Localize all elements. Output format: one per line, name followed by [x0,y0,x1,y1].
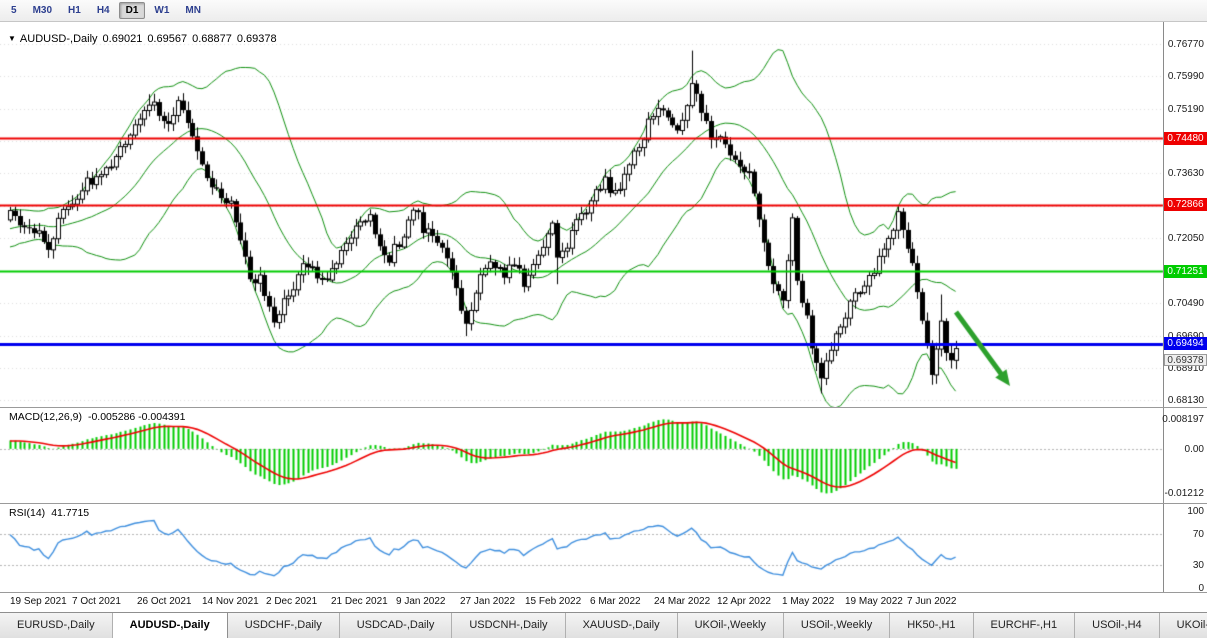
rsi-tick-label: 30 [1192,559,1204,571]
symbol-tab[interactable]: AUDUSD-,Daily [112,613,228,638]
ohlc-low: 0.68877 [192,33,232,45]
date-label: 2 Dec 2021 [266,596,318,607]
current-price-label: 0.69378 [1164,353,1207,366]
timeframe-button-M30[interactable]: M30 [32,5,53,16]
rsi-value: 41.7715 [51,507,90,519]
timeframe-button-MN[interactable]: MN [185,5,201,16]
price-tick-label: 0.70490 [1167,297,1204,309]
macd-indicator-label: MACD(12,26,9) -0.005286 -0.004391 [9,411,185,423]
ohlc-high: 0.69567 [147,33,188,45]
symbol-tab[interactable]: USOil-,H4 [1075,613,1160,638]
trend-arrow-object[interactable] [950,306,1016,392]
symbol-tab[interactable]: UKOil-,Weekly [677,613,784,638]
date-label: 7 Oct 2021 [72,596,121,607]
date-label: 7 Jun 2022 [907,596,957,607]
price-tick-label: 0.76770 [1167,39,1204,50]
date-label: 19 May 2022 [845,596,903,607]
panel-divider[interactable] [0,407,1207,408]
symbol-tab[interactable]: USOil-,Weekly [783,613,891,638]
macd-tick-label: 0.00 [1184,443,1204,455]
date-label: 15 Feb 2022 [525,596,582,607]
timeframe-buttons: 5 M30 H1 H4 D1 W1 MN [3,2,209,19]
price-tick-label: 0.68910 [1167,362,1204,374]
chart-title: ▼ AUDUSD-,Daily 0.69021 0.69567 0.68877 0.693… [8,33,277,45]
price-tick-label: 0.68130 [1167,395,1204,406]
resistance-price-badge: 0.74480 [1164,131,1207,145]
rsi-tick-label: 70 [1192,529,1204,541]
symbol-tab[interactable]: EURUSD-,Daily [0,613,113,638]
support-price-badge: 0.71251 [1164,264,1207,278]
ohlc-open: 0.69021 [102,33,143,45]
date-label: 12 Apr 2022 [717,596,771,607]
chart-symbol-period: AUDUSD-,Daily [19,33,98,45]
price-tick-label: 0.72050 [1167,233,1204,245]
symbol-tab[interactable]: USDCAD-,Daily [339,613,453,638]
panel-divider[interactable] [0,503,1207,504]
timeframe-button-H4[interactable]: H4 [96,5,110,16]
symbol-tab[interactable]: USDCNH-,Daily [452,613,566,638]
timeframe-toolbar: 5 M30 H1 H4 D1 W1 MN [0,0,1207,22]
price-tick-label: 0.75190 [1167,104,1204,116]
time-axis[interactable]: 19 Sep 2021 7 Oct 2021 26 Oct 2021 14 Nov 2… [0,593,1163,612]
rsi-name: RSI(14) [9,507,46,519]
date-label: 21 Dec 2021 [331,596,388,607]
date-label: 14 Nov 2021 [202,596,259,607]
price-tick-label: 0.69690 [1167,330,1204,342]
rsi-tick-label: 100 [1187,506,1204,517]
date-label: 1 May 2022 [782,596,835,607]
timeframe-button-W1[interactable]: W1 [154,5,170,16]
date-label: 6 Mar 2022 [590,596,641,607]
chart-dropdown-icon: ▼ [8,34,16,43]
price-tick-label: 0.75990 [1167,71,1204,83]
symbol-tab[interactable]: XAUUSD-,Daily [565,613,678,638]
macd-name: MACD(12,26,9) [9,411,82,423]
price-axis[interactable]: 0.74480 0.72866 0.71251 0.69494 0.69378 … [1162,22,1207,594]
hline-price-badge: 0.69494 [1164,337,1207,351]
price-tick-label: 0.73630 [1167,168,1204,180]
date-label: 26 Oct 2021 [137,596,192,607]
date-label: 24 Mar 2022 [654,596,711,607]
rsi-tick-label: 0 [1198,583,1204,594]
symbol-tab[interactable]: USDCHF-,Daily [227,613,340,638]
symbol-tab[interactable]: UKOil-,H4 [1159,613,1207,638]
rsi-indicator-label: RSI(14) 41.7715 [9,507,89,519]
timeframe-button-5[interactable]: 5 [11,5,17,16]
date-label: 27 Jan 2022 [460,596,516,607]
chart-tabbar: EURUSD-,Daily AUDUSD-,Daily USDCHF-,Daily U… [0,612,1207,638]
timeframe-button-D1[interactable]: D1 [118,2,146,19]
date-label: 9 Jan 2022 [396,596,446,607]
ohlc-close: 0.69378 [236,33,277,45]
macd-tick-label: -0.01212 [1164,488,1204,499]
panel-divider[interactable] [0,592,1207,593]
macd-tick-label: 0.008197 [1162,414,1204,425]
symbol-tab[interactable]: EURCHF-,H1 [973,613,1076,638]
resistance-price-badge: 0.72866 [1164,198,1207,212]
symbol-tab[interactable]: HK50-,H1 [890,613,974,638]
macd-values: -0.005286 -0.004391 [87,411,186,423]
timeframe-button-H1[interactable]: H1 [68,5,81,16]
date-label: 19 Sep 2021 [10,596,67,607]
